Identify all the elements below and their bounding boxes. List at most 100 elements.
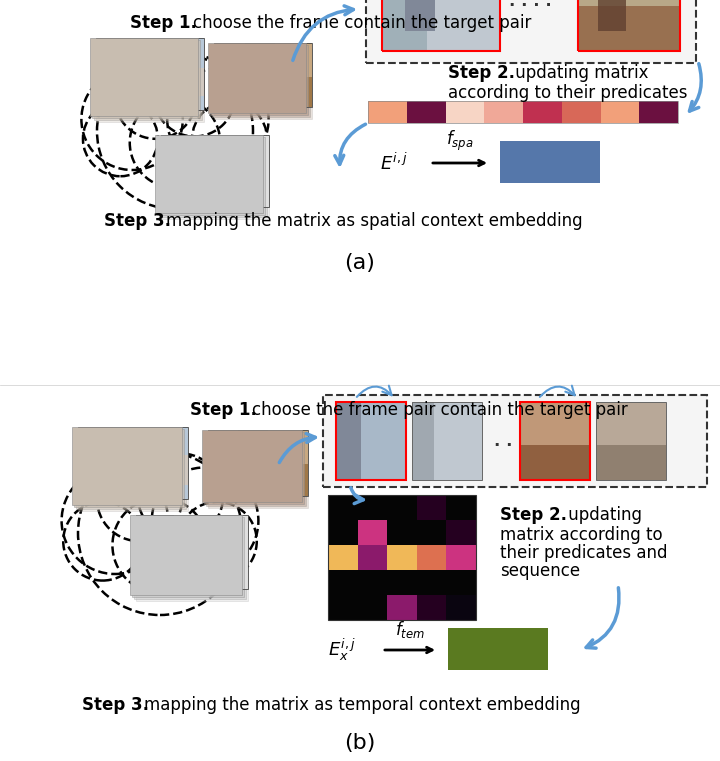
Bar <box>520 402 590 480</box>
Bar <box>328 570 358 595</box>
Bar <box>448 628 548 670</box>
Bar <box>387 495 417 520</box>
Bar <box>382 0 500 51</box>
Bar <box>446 101 485 123</box>
Bar <box>328 520 358 545</box>
Bar <box>639 101 678 123</box>
Text: according to their predicates: according to their predicates <box>448 84 688 102</box>
Bar <box>159 139 267 217</box>
Bar <box>110 70 130 110</box>
Text: . .: . . <box>494 432 512 450</box>
Bar <box>212 47 310 117</box>
Text: matrix according to: matrix according to <box>500 526 662 544</box>
Bar <box>336 402 361 480</box>
Bar <box>96 68 204 96</box>
Bar <box>446 545 476 570</box>
Bar <box>132 517 244 597</box>
Text: $f_{tem}$: $f_{tem}$ <box>395 619 425 640</box>
Circle shape <box>81 68 183 170</box>
FancyArrowPatch shape <box>357 386 392 397</box>
Bar <box>238 430 268 496</box>
Bar <box>96 38 131 110</box>
Bar <box>446 570 476 595</box>
FancyArrowPatch shape <box>540 386 575 397</box>
Bar <box>417 520 446 545</box>
Bar <box>328 545 358 570</box>
Circle shape <box>112 498 207 593</box>
Bar <box>74 429 184 507</box>
Bar <box>405 0 435 31</box>
FancyArrowPatch shape <box>690 64 701 111</box>
Bar <box>358 570 387 595</box>
Text: mapping the matrix as spatial context embedding: mapping the matrix as spatial context em… <box>166 212 582 230</box>
Circle shape <box>83 101 158 177</box>
Bar <box>417 570 446 595</box>
Text: Step 3.: Step 3. <box>104 212 171 230</box>
Bar <box>358 595 387 620</box>
FancyArrowPatch shape <box>293 6 354 60</box>
Bar <box>596 402 666 480</box>
Bar <box>161 141 269 219</box>
Circle shape <box>78 451 242 615</box>
Bar <box>94 42 202 120</box>
Bar <box>412 402 482 480</box>
Bar <box>208 430 308 496</box>
FancyArrowPatch shape <box>279 434 315 463</box>
Bar <box>208 436 308 508</box>
Bar <box>92 40 200 118</box>
Bar <box>368 101 407 123</box>
FancyArrowPatch shape <box>351 488 364 504</box>
Text: (a): (a) <box>345 253 375 273</box>
Text: Step 2.: Step 2. <box>500 506 567 524</box>
Bar <box>387 545 417 570</box>
Bar <box>208 430 308 496</box>
Bar <box>76 431 186 509</box>
Circle shape <box>115 58 196 139</box>
Bar <box>206 434 306 506</box>
Bar <box>412 402 434 480</box>
Text: updating: updating <box>563 506 642 524</box>
Bar <box>387 570 417 595</box>
Bar <box>523 101 562 123</box>
Bar <box>161 135 196 207</box>
Circle shape <box>97 53 253 209</box>
Bar <box>174 515 206 583</box>
Bar <box>412 402 482 480</box>
Bar <box>358 520 387 545</box>
Bar <box>520 445 590 480</box>
Circle shape <box>154 56 235 136</box>
Bar <box>596 402 666 480</box>
Bar <box>78 455 188 485</box>
Circle shape <box>192 101 267 177</box>
Bar <box>210 45 308 115</box>
Bar <box>328 495 476 620</box>
Bar <box>96 44 204 122</box>
Circle shape <box>130 97 220 188</box>
Bar <box>78 427 113 499</box>
Bar <box>245 43 275 107</box>
Bar <box>578 0 680 51</box>
FancyBboxPatch shape <box>323 395 707 487</box>
Bar <box>155 135 263 213</box>
Bar <box>136 515 248 589</box>
Text: Step 1.: Step 1. <box>190 401 257 419</box>
Bar <box>214 77 312 107</box>
Bar <box>78 427 188 499</box>
Bar <box>387 520 417 545</box>
Bar <box>382 0 500 51</box>
Bar <box>417 495 446 520</box>
Bar <box>196 135 226 201</box>
Bar <box>596 445 666 480</box>
Bar <box>328 495 358 520</box>
Circle shape <box>152 467 258 574</box>
Text: $f_{spa}$: $f_{spa}$ <box>446 129 474 153</box>
Bar <box>134 519 246 599</box>
Bar <box>136 521 248 601</box>
Bar <box>161 135 269 207</box>
Bar <box>387 595 417 620</box>
Bar <box>96 38 204 110</box>
Text: $E_x^{i,j}$: $E_x^{i,j}$ <box>328 637 356 663</box>
Bar <box>214 43 312 107</box>
Bar <box>90 38 198 116</box>
FancyArrowPatch shape <box>586 587 619 648</box>
